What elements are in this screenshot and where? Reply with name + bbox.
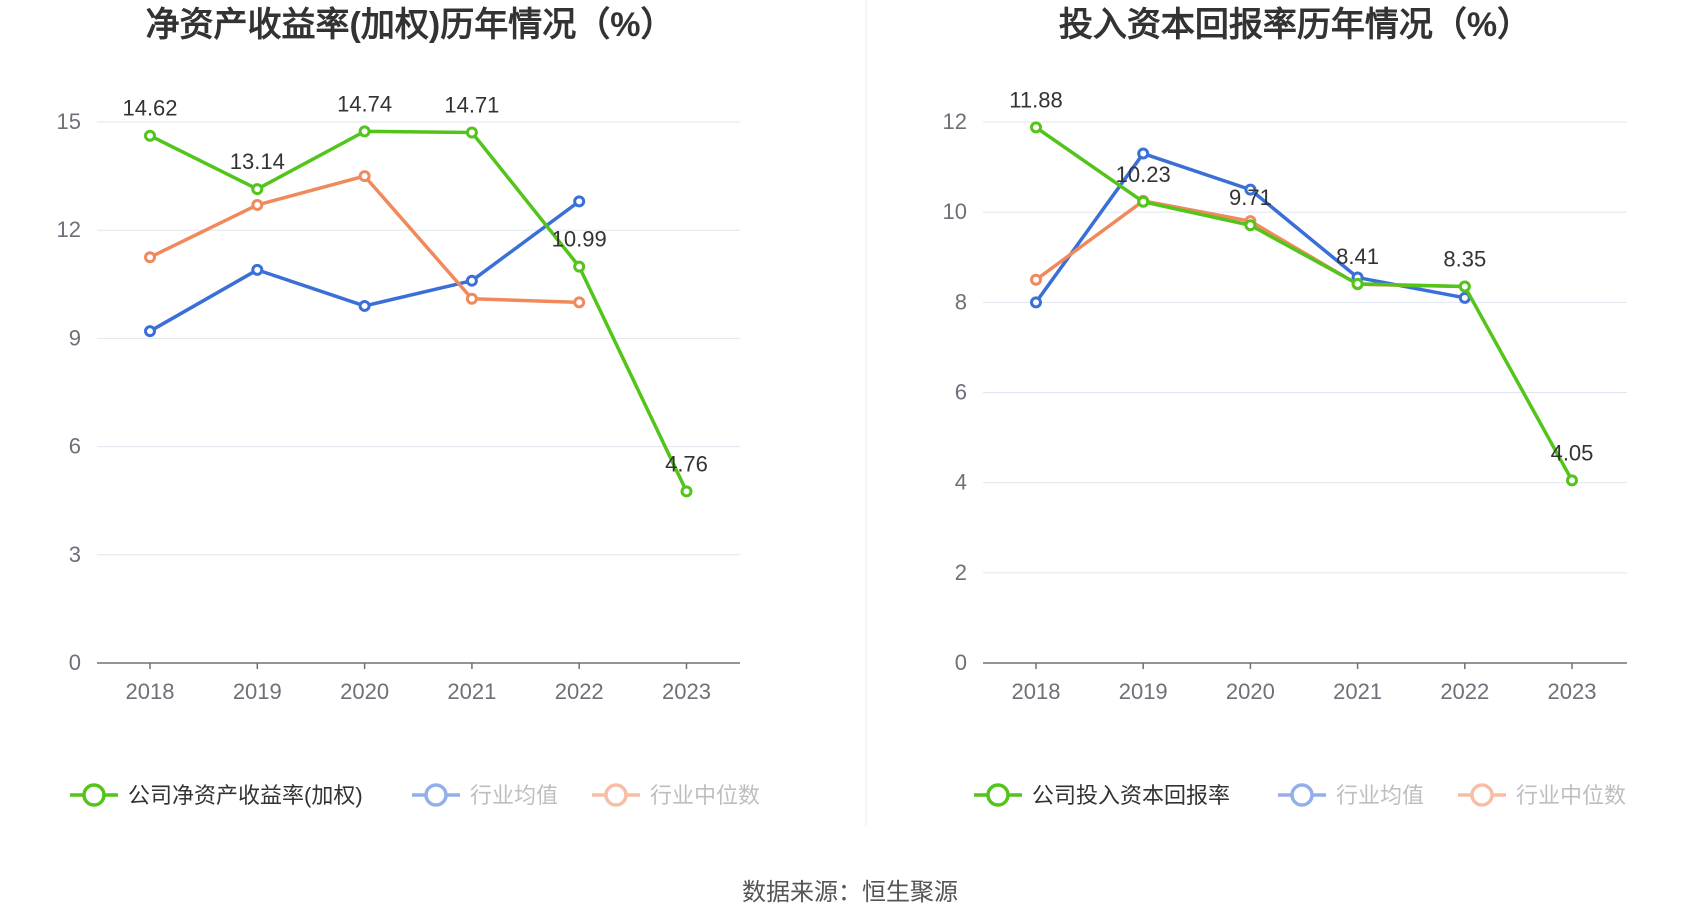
data-label: 9.71 xyxy=(1229,185,1272,210)
data-label: 14.74 xyxy=(337,91,392,116)
data-point[interactable] xyxy=(573,195,586,208)
data-point[interactable] xyxy=(358,170,371,183)
x-tick-label: 2019 xyxy=(233,679,282,704)
data-label: 14.62 xyxy=(122,96,177,121)
legend-swatch-marker xyxy=(424,783,448,807)
data-point[interactable] xyxy=(1137,147,1150,160)
legend-item[interactable]: 行业均值 xyxy=(412,783,558,808)
y-tick-label: 0 xyxy=(955,650,967,675)
x-tick-label: 2022 xyxy=(555,679,604,704)
y-tick-label: 3 xyxy=(69,542,81,567)
data-point[interactable] xyxy=(573,260,586,273)
data-point[interactable] xyxy=(680,485,693,498)
legend-swatch-marker xyxy=(986,783,1010,807)
data-source-text: 数据来源：恒生聚源 xyxy=(742,879,958,906)
data-point[interactable] xyxy=(573,296,586,309)
series-line xyxy=(1035,125,1574,482)
data-label: 14.71 xyxy=(444,92,499,117)
data-label: 8.35 xyxy=(1443,247,1486,272)
data-point[interactable] xyxy=(1137,195,1150,208)
data-point[interactable] xyxy=(465,126,478,139)
data-label: 13.14 xyxy=(230,149,285,174)
y-tick-label: 9 xyxy=(69,325,81,350)
legend-item[interactable]: 公司净资产收益率(加权) xyxy=(70,783,363,808)
legend-label: 行业均值 xyxy=(470,783,558,808)
legend-label: 行业中位数 xyxy=(1516,783,1626,808)
data-point[interactable] xyxy=(1244,183,1257,196)
data-point[interactable] xyxy=(1244,219,1257,232)
data-label: 4.76 xyxy=(665,451,708,476)
y-tick-label: 4 xyxy=(955,470,967,495)
data-point[interactable] xyxy=(251,198,264,211)
y-tick-label: 2 xyxy=(955,560,967,585)
legend-item[interactable]: 公司投入资本回报率 xyxy=(974,783,1230,808)
x-tick-label: 2018 xyxy=(126,679,175,704)
data-point[interactable] xyxy=(358,125,371,138)
legend-item[interactable]: 行业中位数 xyxy=(1458,783,1626,808)
data-point[interactable] xyxy=(144,325,156,338)
y-tick-label: 0 xyxy=(69,650,81,675)
x-tick-label: 2023 xyxy=(662,679,711,704)
series-line xyxy=(149,174,580,305)
y-tick-label: 8 xyxy=(955,289,967,314)
data-point[interactable] xyxy=(1030,273,1042,286)
x-tick-label: 2018 xyxy=(1012,679,1061,704)
data-label: 11.88 xyxy=(1009,87,1062,112)
data-label: 10.23 xyxy=(1116,162,1171,187)
y-tick-label: 10 xyxy=(943,199,967,224)
legend-label: 行业均值 xyxy=(1336,783,1424,808)
data-point[interactable] xyxy=(1458,280,1471,293)
legend-item[interactable]: 行业中位数 xyxy=(592,783,760,808)
y-tick-label: 12 xyxy=(943,109,967,134)
data-point[interactable] xyxy=(1030,296,1042,309)
data-point[interactable] xyxy=(465,292,478,305)
data-point[interactable] xyxy=(358,299,371,312)
legend-item[interactable]: 行业均值 xyxy=(1278,783,1424,808)
data-point[interactable] xyxy=(465,274,478,287)
data-point[interactable] xyxy=(251,183,264,196)
x-tick-label: 2021 xyxy=(1333,679,1382,704)
series-line xyxy=(149,129,689,493)
x-tick-label: 2021 xyxy=(447,679,496,704)
x-tick-label: 2020 xyxy=(340,679,389,704)
legend-swatch-marker xyxy=(82,783,106,807)
data-point[interactable] xyxy=(251,263,264,276)
x-tick-label: 2019 xyxy=(1119,679,1168,704)
data-label: 10.99 xyxy=(552,227,607,252)
data-point[interactable] xyxy=(144,129,156,142)
legend-swatch-marker xyxy=(1470,783,1494,807)
y-tick-label: 15 xyxy=(57,109,81,134)
legend-label: 行业中位数 xyxy=(650,783,760,808)
data-label: 8.41 xyxy=(1336,244,1379,269)
roe-chart: 净资产收益率(加权)历年情况（%） 0 3 6 9 12 15 2018 2019 2020 202… xyxy=(57,5,761,808)
legend-swatch-marker xyxy=(1290,783,1314,807)
y-tick-label: 6 xyxy=(955,380,967,405)
roic-chart: 投入资本回报率历年情况（%） 0 2 4 6 8 10 12 2018 2019 2020 2021 2… xyxy=(943,5,1627,808)
y-tick-label: 6 xyxy=(69,434,81,459)
data-point[interactable] xyxy=(1566,474,1578,487)
chart-title: 净资产收益率(加权)历年情况（%） xyxy=(146,5,675,44)
data-point[interactable] xyxy=(1351,277,1364,290)
data-point[interactable] xyxy=(1030,121,1042,134)
data-label: 4.05 xyxy=(1551,440,1594,465)
legend-swatch-marker xyxy=(604,783,628,807)
x-tick-label: 2020 xyxy=(1226,679,1275,704)
chart-title: 投入资本回报率历年情况（%） xyxy=(1059,5,1531,44)
y-tick-label: 12 xyxy=(57,217,81,242)
x-tick-label: 2023 xyxy=(1548,679,1597,704)
data-point[interactable] xyxy=(144,251,156,264)
legend-label: 公司投入资本回报率 xyxy=(1032,783,1230,808)
legend-label: 公司净资产收益率(加权) xyxy=(128,783,363,808)
x-tick-label: 2022 xyxy=(1440,679,1489,704)
